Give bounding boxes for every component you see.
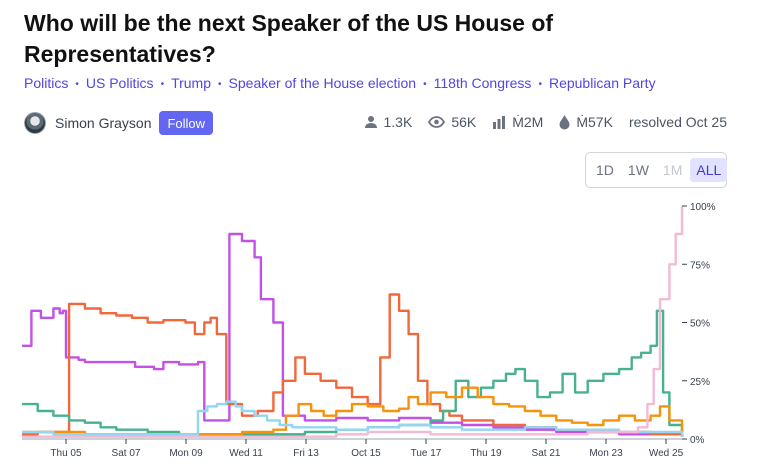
tag-separator: • [423, 79, 427, 90]
x-tick-label: Thu 19 [470, 448, 502, 459]
range-1d-button[interactable]: 1D [596, 162, 614, 178]
resolved-status: resolved Oct 25 [629, 114, 727, 130]
series-line-6 [22, 206, 684, 438]
x-tick-label: Sat 21 [532, 448, 561, 459]
y-tick-label: 75% [690, 260, 710, 271]
author-row: Simon Grayson Follow [24, 111, 214, 135]
volume-amount: Ṁ2M [512, 114, 544, 130]
probability-chart[interactable]: 0% 25% 50% 75% 100% Thu 05 Sat 07 Mon 09 Wed 11… [0, 196, 758, 466]
tag-separator: • [160, 79, 165, 90]
chart-series [22, 206, 684, 438]
x-tick-label: Fri 13 [293, 448, 319, 459]
range-all-button[interactable]: ALL [690, 158, 728, 182]
views-count: 56K [451, 114, 477, 130]
avatar[interactable] [24, 112, 46, 134]
liquidity-stat: Ṁ57K [559, 114, 613, 130]
x-tick-label: Oct 15 [351, 448, 381, 459]
resolved-date: resolved Oct 25 [628, 114, 727, 130]
x-tick-label: Mon 09 [169, 448, 203, 459]
views-stat: 56K [428, 114, 476, 130]
tag-list: Politics • US Politics • Trump • Speaker of th… [24, 75, 744, 91]
tag-separator: • [75, 79, 79, 90]
author-name[interactable]: Simon Grayson [55, 115, 152, 131]
y-tick-label: 50% [690, 319, 710, 330]
x-tick-label: Tue 17 [411, 448, 442, 459]
series-line-4 [22, 386, 684, 436]
user-icon [364, 116, 377, 128]
x-tick-label: Mon 23 [589, 448, 623, 459]
x-tick-label: Wed 25 [649, 448, 684, 459]
y-axis: 0% 25% 50% 75% 100% [682, 202, 716, 446]
volume-stat: Ṁ2M [492, 114, 543, 130]
range-1m-button: 1M [662, 162, 683, 178]
market-title: Who will be the next Speaker of the US H… [24, 10, 554, 67]
x-tick-label: Wed 11 [229, 448, 263, 459]
tag-politics[interactable]: Politics [24, 75, 69, 91]
series-line-5 [22, 400, 684, 437]
tag-speaker-election[interactable]: Speaker of the House election [228, 75, 417, 91]
x-tick-label: Thu 05 [50, 448, 82, 459]
tag-separator: • [538, 79, 542, 90]
follow-button[interactable]: Follow [159, 111, 214, 135]
tag-separator: • [218, 79, 222, 90]
traders-count: 1.3K [383, 114, 413, 130]
liquidity-amount: Ṁ57K [576, 114, 613, 130]
y-tick-label: 25% [690, 377, 710, 388]
eye-icon [428, 116, 446, 128]
series-line-2 [22, 293, 684, 437]
traders-stat: 1.3K [364, 114, 413, 130]
droplet-icon [559, 114, 570, 129]
x-axis: Thu 05 Sat 07 Mon 09 Wed 11 Fri 13 Oct 15 Tue … [50, 439, 684, 459]
x-tick-label: Sat 07 [112, 448, 141, 459]
time-range-selector: 1D 1W 1M ALL [585, 152, 728, 188]
series-line-3 [22, 309, 684, 436]
series-line-1 [22, 232, 684, 437]
tag-118th-congress[interactable]: 118th Congress [433, 75, 532, 91]
tag-trump[interactable]: Trump [171, 75, 212, 91]
range-1w-button[interactable]: 1W [627, 162, 649, 178]
y-tick-label: 100% [690, 202, 716, 213]
tag-us-politics[interactable]: US Politics [85, 75, 154, 91]
market-stats: 1.3K 56K Ṁ2M Ṁ57K resolved Oct 25 [348, 114, 727, 130]
bar-chart-icon [493, 115, 506, 129]
y-tick-label: 0% [690, 435, 705, 446]
tag-republican-party[interactable]: Republican Party [548, 75, 656, 91]
